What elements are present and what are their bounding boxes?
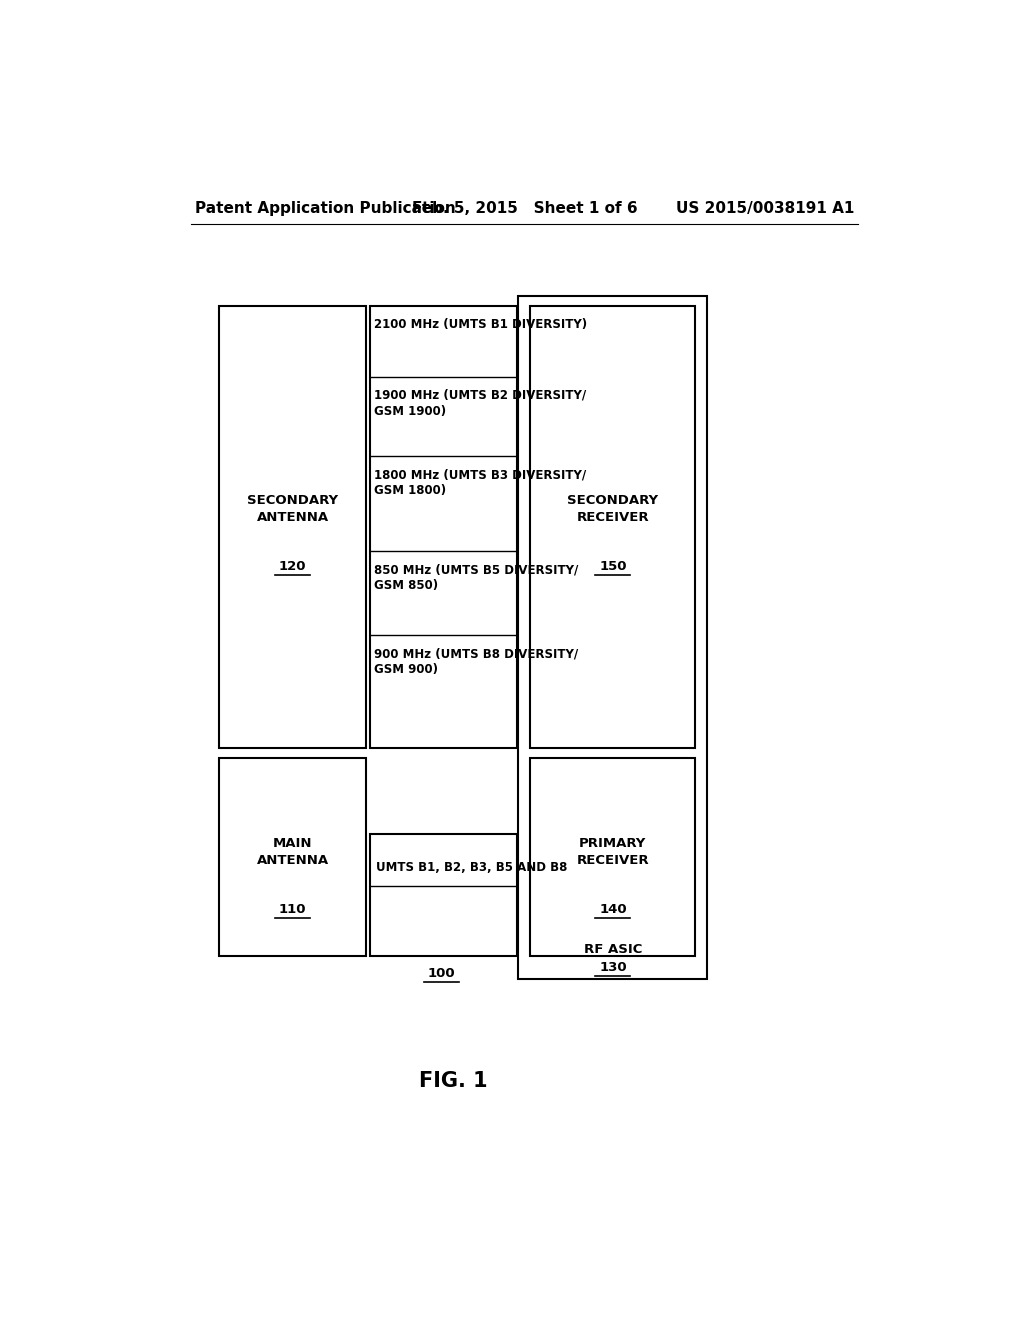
FancyBboxPatch shape <box>530 758 695 956</box>
Text: 1800 MHz (UMTS B3 DIVERSITY/
GSM 1800): 1800 MHz (UMTS B3 DIVERSITY/ GSM 1800) <box>374 469 586 498</box>
Text: FIG. 1: FIG. 1 <box>419 1072 487 1092</box>
FancyBboxPatch shape <box>219 306 367 748</box>
Text: SECONDARY
RECEIVER: SECONDARY RECEIVER <box>567 494 658 524</box>
Text: RF ASIC: RF ASIC <box>584 942 642 956</box>
Text: Patent Application Publication: Patent Application Publication <box>196 201 457 215</box>
Text: SECONDARY
ANTENNA: SECONDARY ANTENNA <box>247 494 338 524</box>
FancyBboxPatch shape <box>530 306 695 748</box>
Text: 140: 140 <box>599 903 627 916</box>
Text: US 2015/0038191 A1: US 2015/0038191 A1 <box>676 201 854 215</box>
Text: PRIMARY
RECEIVER: PRIMARY RECEIVER <box>577 837 649 867</box>
Text: MAIN
ANTENNA: MAIN ANTENNA <box>257 837 329 867</box>
FancyBboxPatch shape <box>370 306 517 748</box>
Text: 900 MHz (UMTS B8 DIVERSITY/
GSM 900): 900 MHz (UMTS B8 DIVERSITY/ GSM 900) <box>374 647 579 676</box>
Text: 100: 100 <box>428 968 456 979</box>
Text: 130: 130 <box>599 961 627 974</box>
Text: 850 MHz (UMTS B5 DIVERSITY/
GSM 850): 850 MHz (UMTS B5 DIVERSITY/ GSM 850) <box>374 564 579 593</box>
Text: UMTS B1, B2, B3, B5 AND B8: UMTS B1, B2, B3, B5 AND B8 <box>376 861 567 874</box>
FancyBboxPatch shape <box>219 758 367 956</box>
Text: 1900 MHz (UMTS B2 DIVERSITY/
GSM 1900): 1900 MHz (UMTS B2 DIVERSITY/ GSM 1900) <box>374 388 586 417</box>
Text: Feb. 5, 2015   Sheet 1 of 6: Feb. 5, 2015 Sheet 1 of 6 <box>412 201 638 215</box>
Text: 110: 110 <box>279 903 306 916</box>
FancyBboxPatch shape <box>370 834 517 956</box>
Text: 2100 MHz (UMTS B1 DIVERSITY): 2100 MHz (UMTS B1 DIVERSITY) <box>374 318 587 331</box>
Text: 120: 120 <box>279 561 306 573</box>
Text: 150: 150 <box>599 561 627 573</box>
FancyBboxPatch shape <box>518 296 708 978</box>
